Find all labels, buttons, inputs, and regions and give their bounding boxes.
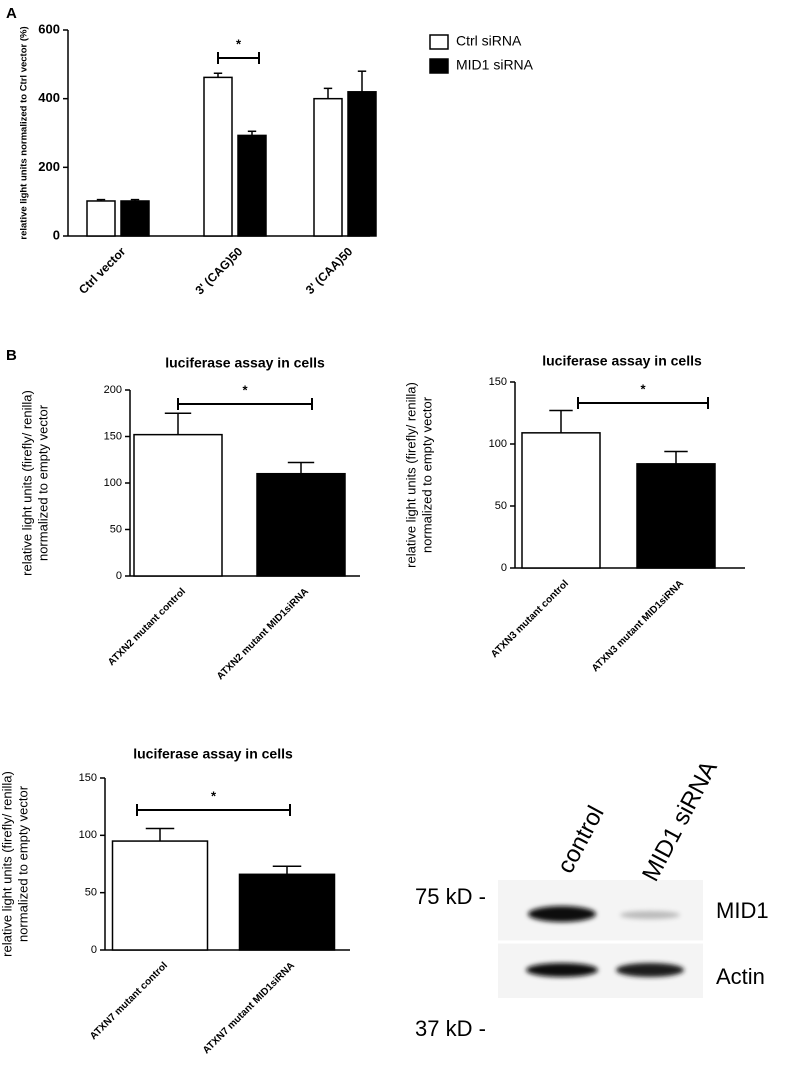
- chart-title: luciferase assay in cells: [133, 746, 293, 762]
- x-tick-label: ATXN7 mutant control: [88, 960, 170, 1042]
- marker-label: 37 kD -: [415, 1016, 486, 1041]
- y-axis-label: normalized to empty vector: [15, 785, 30, 942]
- y-tick-label: 150: [104, 430, 122, 442]
- y-axis-label: normalized to empty vector: [419, 396, 434, 553]
- western-blot: control MID1 siRNA 75 kD - 37 kD - MID1 …: [415, 757, 769, 1041]
- panel-label: B: [6, 347, 17, 364]
- bar: [347, 91, 377, 237]
- y-tick-label: 600: [38, 21, 60, 36]
- y-tick-label: 0: [501, 562, 507, 574]
- y-tick-label: 200: [104, 384, 122, 396]
- y-axis-label: relative light units (firefly/ renilla): [403, 382, 418, 568]
- blot-membrane: [498, 880, 703, 998]
- y-axis-label: relative light units normalized to Ctrl …: [19, 26, 30, 239]
- y-tick-label: 0: [91, 944, 97, 956]
- bar: [313, 97, 343, 237]
- y-tick-label: 100: [79, 829, 97, 841]
- chart-title: luciferase assay in cells: [542, 353, 702, 369]
- bar: [636, 463, 716, 569]
- legend-label: MID1 siRNA: [456, 57, 534, 73]
- blot-band: [526, 963, 598, 977]
- y-tick-label: 150: [79, 772, 97, 784]
- lane-label: control: [552, 802, 610, 878]
- bar: [111, 840, 209, 951]
- legend-swatch: [429, 34, 449, 50]
- bar: [237, 134, 267, 237]
- legend-label: Ctrl siRNA: [456, 33, 522, 49]
- significance-label: *: [236, 36, 242, 51]
- marker-label: 75 kD -: [415, 884, 486, 909]
- x-tick-label: ATXN3 mutant control: [489, 578, 571, 660]
- y-axis-label: relative light units (firefly/ renilla): [0, 771, 14, 957]
- y-axis-label: normalized to empty vector: [35, 404, 50, 561]
- y-tick-label: 50: [85, 887, 97, 899]
- y-tick-label: 100: [104, 477, 122, 489]
- band-label: Actin: [716, 964, 765, 989]
- x-tick-label: 3' (CAG)50: [192, 244, 245, 297]
- panel-label: A: [6, 5, 17, 22]
- y-tick-label: 0: [53, 227, 60, 242]
- x-tick-label: ATXN7 mutant MID1siRNA: [201, 960, 297, 1056]
- bar: [86, 200, 116, 237]
- y-tick-label: 50: [110, 523, 122, 535]
- x-tick-label: ATXN2 mutant control: [106, 586, 188, 668]
- y-axis-label: relative light units (firefly/ renilla): [19, 390, 34, 576]
- significance-label: *: [242, 382, 248, 397]
- y-tick-label: 400: [38, 90, 60, 105]
- bar: [256, 472, 346, 577]
- bar: [203, 76, 233, 237]
- blot-band: [616, 963, 684, 977]
- y-tick-label: 200: [38, 159, 60, 174]
- significance-label: *: [211, 788, 217, 803]
- bar: [120, 200, 150, 237]
- y-tick-label: 0: [116, 570, 122, 582]
- bar: [521, 432, 601, 569]
- band-label: MID1: [716, 898, 769, 923]
- x-tick-label: Ctrl vector: [76, 244, 129, 297]
- blot-band: [528, 906, 596, 922]
- significance-label: *: [640, 381, 646, 396]
- x-tick-label: 3' (CAA)50: [303, 244, 356, 297]
- chart-title: luciferase assay in cells: [165, 355, 325, 371]
- y-tick-label: 150: [489, 376, 507, 388]
- legend-swatch: [429, 58, 449, 74]
- lane-label: MID1 siRNA: [637, 757, 723, 886]
- blot-band: [620, 911, 680, 919]
- x-tick-label: ATXN2 mutant MID1siRNA: [215, 586, 311, 682]
- y-tick-label: 50: [495, 500, 507, 512]
- x-tick-label: ATXN3 mutant MID1siRNA: [590, 578, 686, 674]
- y-tick-label: 100: [489, 438, 507, 450]
- bar: [238, 873, 336, 951]
- bar: [133, 433, 223, 577]
